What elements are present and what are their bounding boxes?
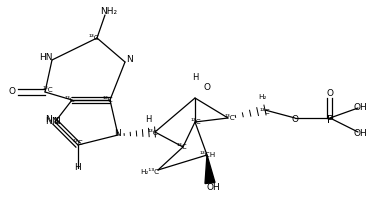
Text: O: O xyxy=(327,88,334,98)
Text: O: O xyxy=(292,115,298,125)
Text: ¹³CH: ¹³CH xyxy=(200,152,216,158)
Text: ¹³C: ¹³C xyxy=(65,97,75,103)
Text: OH: OH xyxy=(353,102,367,111)
Text: N: N xyxy=(52,118,58,127)
Text: H: H xyxy=(145,115,151,125)
Text: H: H xyxy=(74,164,82,173)
Text: N: N xyxy=(114,128,122,138)
Text: N: N xyxy=(45,118,51,127)
Text: H: H xyxy=(192,73,198,82)
Text: N: N xyxy=(45,115,51,125)
Text: ¹³C: ¹³C xyxy=(225,115,235,121)
Text: HN: HN xyxy=(39,52,53,62)
Text: H₂: H₂ xyxy=(258,94,266,100)
Text: O: O xyxy=(9,88,16,96)
Text: ¹³C: ¹³C xyxy=(103,97,113,103)
Text: N: N xyxy=(127,56,133,65)
Text: ¹³C: ¹³C xyxy=(43,87,53,93)
Text: NH₂: NH₂ xyxy=(100,7,118,16)
Text: ¹³C: ¹³C xyxy=(260,109,270,115)
Text: OH: OH xyxy=(206,183,220,191)
Text: ¹³C: ¹³C xyxy=(89,35,100,41)
Text: ¹³C: ¹³C xyxy=(191,119,201,125)
Text: H₂¹³C: H₂¹³C xyxy=(140,169,160,175)
Text: N: N xyxy=(54,118,60,127)
Text: ¹³C: ¹³C xyxy=(148,130,158,136)
Text: ¹³C: ¹³C xyxy=(73,140,83,146)
Polygon shape xyxy=(205,155,215,184)
Text: O: O xyxy=(203,83,211,92)
Text: P: P xyxy=(327,115,333,125)
Text: OH: OH xyxy=(353,128,367,138)
Text: ¹³C: ¹³C xyxy=(177,144,187,150)
